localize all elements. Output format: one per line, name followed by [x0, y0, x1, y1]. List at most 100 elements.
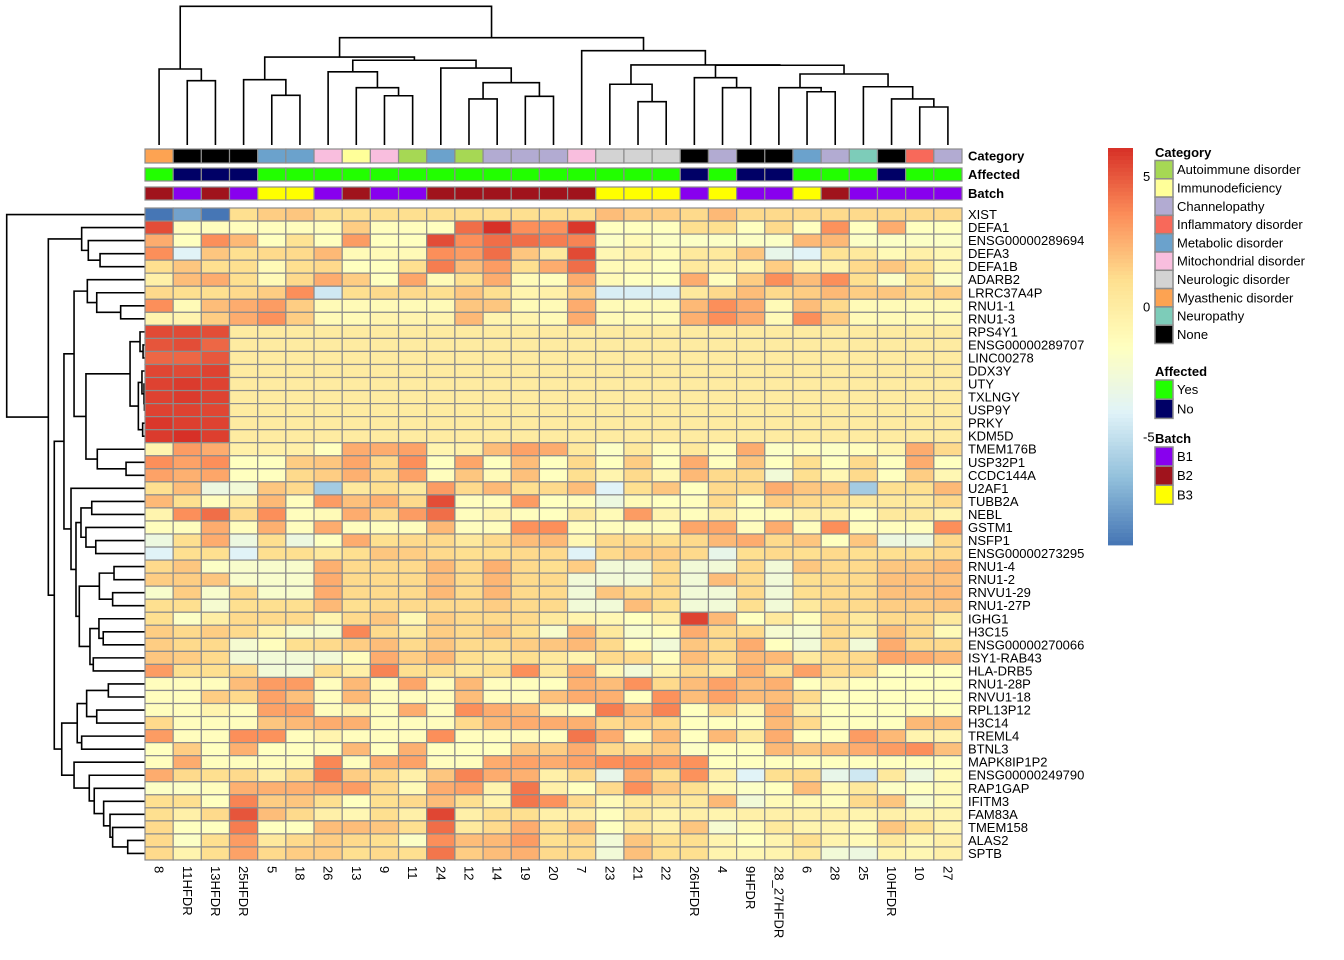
heatmap-cell	[454, 507, 484, 522]
colorbar-segment	[1108, 374, 1133, 379]
heatmap-cell	[341, 455, 371, 470]
dendrogram-branch	[637, 100, 667, 145]
dendrogram-branch	[107, 683, 145, 698]
heatmap-cell	[905, 768, 935, 783]
heatmap-cell	[257, 363, 287, 379]
heatmap-cell	[172, 676, 202, 692]
heatmap-cell	[538, 337, 569, 353]
heatmap-cell	[144, 259, 174, 274]
heatmap-cell	[538, 376, 569, 392]
row-label: RNU1-28P	[968, 676, 1031, 691]
heatmap-cell	[341, 481, 371, 496]
heatmap-cell	[228, 611, 259, 626]
heatmap-cell	[228, 233, 259, 248]
heatmap-cell	[651, 663, 681, 679]
heatmap-cell	[510, 220, 541, 235]
heatmap-cell	[397, 494, 428, 509]
heatmap-cell	[820, 507, 850, 522]
heatmap-cell	[172, 298, 202, 313]
heatmap-cell	[426, 272, 456, 287]
heatmap-cell	[707, 559, 738, 574]
heatmap-cell	[538, 676, 569, 692]
column-label: 7	[574, 866, 589, 873]
heatmap-cell	[426, 468, 456, 483]
heatmap-cell	[172, 285, 202, 300]
heatmap-cell	[200, 494, 231, 509]
heatmap-cell	[200, 689, 231, 705]
heatmap-cell	[595, 559, 625, 574]
row-label: GSTM1	[968, 520, 1013, 535]
column-label: 9HFDR	[743, 866, 758, 909]
heatmap-cell	[764, 585, 794, 600]
heatmap-cell	[736, 755, 766, 770]
heatmap-cell	[313, 611, 343, 626]
heatmap-cell	[595, 363, 625, 379]
colorbar-segment	[1108, 366, 1133, 371]
heatmap-cell	[736, 259, 766, 274]
heatmap-cell	[454, 781, 484, 796]
heatmap-cell	[172, 637, 202, 652]
heatmap-cell	[397, 846, 428, 861]
heatmap-cell	[144, 768, 174, 783]
heatmap-cell	[369, 311, 400, 326]
heatmap-cell	[707, 650, 738, 665]
heatmap-cell	[679, 207, 710, 222]
heatmap-cell	[144, 794, 174, 809]
heatmap-cell	[933, 233, 963, 248]
heatmap-cell	[369, 272, 400, 287]
heatmap-cell	[933, 350, 963, 366]
heatmap-cell	[538, 494, 569, 509]
heatmap-cell	[651, 755, 681, 770]
annotation-cell-affected	[595, 167, 625, 182]
colorbar-segment	[1108, 441, 1133, 447]
heatmap-cell	[397, 624, 428, 639]
heatmap-cell	[764, 742, 794, 757]
heatmap-cell	[876, 507, 907, 522]
heatmap-cell	[538, 663, 569, 679]
heatmap-cell	[538, 702, 569, 718]
heatmap-cell	[566, 637, 597, 652]
heatmap-cell	[764, 755, 794, 770]
heatmap-cell	[905, 337, 935, 353]
heatmap-cell	[454, 311, 484, 326]
heatmap-cell	[595, 585, 625, 600]
heatmap-cell	[820, 468, 850, 483]
heatmap-cell	[397, 233, 428, 248]
legend-item-label: B2	[1177, 468, 1193, 483]
heatmap-cell	[454, 820, 484, 835]
heatmap-cell	[172, 742, 202, 757]
colorbar-segment	[1108, 342, 1133, 347]
heatmap-cell	[792, 833, 822, 848]
heatmap-cell	[538, 259, 569, 274]
colorbar-segment	[1108, 171, 1133, 177]
dendrogram-branch	[862, 85, 914, 145]
row-label: RNVU1-29	[968, 585, 1031, 600]
heatmap-cell	[764, 298, 794, 313]
heatmap-cell	[200, 246, 231, 261]
heatmap-cell	[510, 520, 541, 535]
heatmap-cell	[257, 520, 287, 535]
heatmap-cell	[623, 298, 653, 313]
heatmap-cell	[933, 520, 963, 535]
heatmap-cell	[848, 337, 879, 353]
heatmap-cell	[679, 507, 710, 522]
heatmap-cell	[482, 468, 512, 483]
heatmap-cell	[482, 298, 512, 313]
heatmap-cell	[228, 650, 259, 665]
heatmap-cell	[341, 416, 371, 431]
heatmap-cell	[482, 481, 512, 496]
heatmap-cell	[679, 572, 710, 587]
heatmap-cell	[566, 311, 597, 326]
heatmap-cell	[595, 794, 625, 809]
heatmap-cell	[200, 715, 231, 731]
heatmap-cell	[933, 533, 963, 548]
heatmap-cell	[764, 637, 794, 652]
heatmap-cell	[792, 663, 822, 679]
heatmap-cell	[876, 572, 907, 587]
heatmap-cell	[707, 585, 738, 600]
dendrogram-branch	[98, 617, 145, 640]
heatmap-cell	[820, 285, 850, 300]
heatmap-cell	[792, 559, 822, 574]
colorbar-segment	[1108, 151, 1133, 157]
heatmap-cell	[454, 520, 484, 535]
